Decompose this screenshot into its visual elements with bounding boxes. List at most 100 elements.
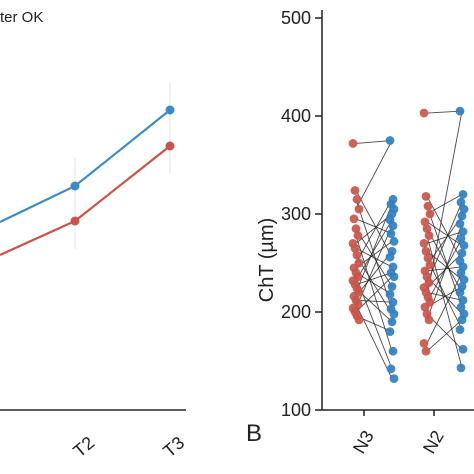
point-red [353,231,363,240]
point-blue [385,327,395,336]
point-blue [455,106,465,116]
pair-line [426,231,463,244]
point-blue [456,302,466,312]
point-red [425,260,435,270]
line-series-2 [0,145,171,257]
point-red [354,204,364,214]
point-red [354,315,364,325]
point-blue [459,275,469,285]
point-red [348,139,358,148]
pair-line [426,235,463,368]
x-ticks: N3 N2 [349,410,448,457]
point-blue [459,240,469,250]
x-tick-label-n2: N2 [419,427,448,457]
pair-line [355,272,393,285]
point-red [349,214,359,224]
point-red [350,243,360,253]
point-blue [389,309,399,319]
point-red [352,250,362,260]
x-tick-label-t3: T3 [159,432,188,461]
x-tick-label-t2: T2 [69,432,98,461]
point-blue [387,317,397,327]
y-tick-label: 300 [281,204,311,224]
point-blue [389,374,399,384]
point-blue [388,221,398,231]
point-blue [385,136,395,145]
pair-line [426,196,463,262]
line-chart-panel: ter OK T2 T3 [0,9,188,461]
point-red [352,194,362,204]
line-point [165,105,175,115]
pair-line [426,319,463,352]
point-blue [456,234,466,243]
pair-line [426,228,463,293]
pair-line [426,250,463,281]
y-tick-label: 400 [281,106,311,126]
point-red [420,302,430,312]
point-blue [388,346,398,356]
point-red [422,224,432,234]
line-point [165,141,175,151]
point-blue [456,268,466,278]
pair-line [426,238,463,303]
point-blue [456,197,466,207]
pair-line [355,247,393,268]
data-points [348,106,469,384]
point-blue [457,248,467,258]
pair-line [355,219,393,281]
point-blue [385,252,395,262]
point-red [419,108,429,118]
pair-line [355,140,393,210]
point-blue [458,344,468,354]
x-tick-label-n3: N3 [349,427,378,457]
point-red [425,209,435,219]
point-blue [458,227,468,237]
point-blue [389,237,399,246]
line-point [70,216,80,226]
pair-line [355,218,393,235]
pair-line [355,299,393,303]
point-blue [455,219,465,229]
point-red [424,315,434,325]
point-red [419,338,429,348]
pair-line [426,272,463,344]
line-point [70,181,80,191]
point-red [424,231,434,240]
point-red [419,239,429,248]
pair-lines [355,110,463,379]
point-red [351,224,361,234]
point-blue [389,272,399,282]
pair-line [355,199,393,264]
legend-text: ter OK [0,9,43,26]
point-red [421,346,431,356]
point-blue [456,363,466,373]
point-blue [455,325,465,335]
point-red [423,253,433,263]
point-red [350,186,360,195]
point-blue [458,190,468,199]
y-tick-label: 200 [281,302,311,322]
point-red [421,191,431,201]
pair-line [426,221,463,246]
point-blue [386,364,396,374]
point-blue [387,282,397,291]
panel-label-b: B [246,420,262,447]
y-ticks: 100 200 300 400 500 [281,8,322,420]
y-tick-label: 100 [281,400,311,420]
point-blue [455,288,465,297]
point-red [420,217,430,227]
point-red [421,246,431,256]
point-blue [388,297,398,307]
point-blue [457,315,467,325]
point-blue [457,211,467,221]
pair-line [426,111,463,298]
point-blue [458,295,468,305]
pair-line [426,202,463,283]
point-red [423,201,433,211]
pair-line [355,303,393,379]
point-blue [386,229,396,239]
pair-line [355,276,393,313]
point-blue [385,289,395,299]
line-series-group [0,82,175,257]
